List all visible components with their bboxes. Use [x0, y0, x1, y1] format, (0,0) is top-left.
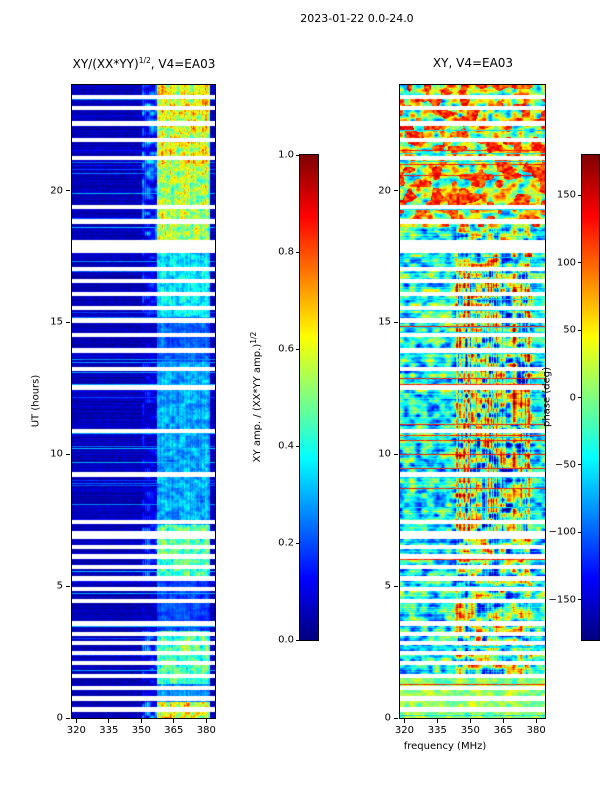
- phase-colorbar-tick-label: 50: [563, 324, 576, 336]
- amp-colorbar-tick-label: 0.8: [278, 246, 294, 258]
- y-tick-label: 20: [378, 185, 391, 196]
- phase-colorbar-tick-mark: [578, 262, 581, 264]
- x-tick-label: 380: [526, 725, 546, 736]
- phase-colorbar-tick-label: −100: [548, 526, 576, 538]
- y-tick-label: 0: [384, 712, 391, 724]
- amp-colorbar-tick-mark: [296, 639, 299, 641]
- y-tick-mark: [394, 321, 398, 323]
- left-heatmap-axes: [71, 84, 216, 719]
- x-tick-label: 320: [394, 725, 414, 736]
- x-tick-mark: [173, 719, 175, 723]
- phase-colorbar-tick-label: 100: [556, 257, 576, 269]
- phase-colorbar-tick-mark: [578, 194, 581, 196]
- right-heatmap-axes: [399, 84, 546, 719]
- y-tick-mark: [66, 585, 70, 587]
- x-tick-label: 365: [493, 725, 513, 736]
- x-tick-mark: [140, 719, 142, 723]
- y-tick-mark: [66, 321, 70, 323]
- amp-colorbar-label: XY amp. / (XX*YY amp.)1/2: [249, 332, 263, 463]
- x-tick-mark: [108, 719, 110, 723]
- x-tick-label: 350: [131, 725, 151, 736]
- x-axis-label: frequency (MHz): [403, 741, 487, 752]
- left-panel-title: XY/(XX*YY)1/2, V4=EA03: [73, 56, 216, 71]
- y-tick-label: 5: [56, 580, 63, 592]
- x-tick-label: 335: [99, 725, 119, 736]
- phase-colorbar-canvas: [582, 155, 599, 640]
- phase-colorbar-label: phase (deg): [541, 366, 553, 428]
- amp-colorbar-tick-mark: [296, 542, 299, 544]
- y-tick-label: 5: [384, 580, 391, 592]
- y-tick-label: 10: [378, 448, 391, 460]
- amp-colorbar-label-sup: 1/2: [248, 331, 258, 344]
- right-panel-title: XY, V4=EA03: [433, 56, 513, 70]
- x-tick-label: 380: [196, 725, 216, 736]
- x-tick-mark: [535, 719, 537, 723]
- y-tick-mark: [66, 453, 70, 455]
- y-tick-label: 20: [50, 185, 63, 196]
- y-tick-mark: [394, 453, 398, 455]
- right-panel-title-text: XY, V4=EA03: [432, 56, 514, 70]
- y-axis-label: UT (hours): [30, 374, 42, 428]
- y-tick-mark: [394, 717, 398, 719]
- amp-colorbar: [299, 154, 319, 641]
- left-heatmap-canvas: [72, 85, 215, 718]
- phase-colorbar-tick-mark: [578, 599, 581, 601]
- y-tick-label: 15: [50, 316, 63, 328]
- x-tick-mark: [75, 719, 77, 723]
- amp-colorbar-tick-mark: [296, 445, 299, 447]
- y-tick-label: 15: [378, 316, 391, 328]
- phase-colorbar-tick-label: 0: [569, 392, 576, 403]
- x-tick-mark: [403, 719, 405, 723]
- x-tick-label: 335: [427, 725, 447, 736]
- amp-colorbar-tick-label: 0.2: [278, 537, 294, 549]
- right-heatmap-canvas: [400, 85, 545, 718]
- figure-title: 2023-01-22 0.0-24.0: [300, 12, 414, 25]
- phase-colorbar-tick-mark: [578, 464, 581, 466]
- amp-colorbar-label-text: XY amp. / (XX*YY amp.): [252, 343, 264, 463]
- x-tick-mark: [205, 719, 207, 723]
- amp-colorbar-tick-label: 0.4: [278, 440, 294, 452]
- x-tick-label: 350: [460, 725, 480, 736]
- y-tick-mark: [66, 190, 70, 191]
- left-panel-title-text: XY/(XX*YY): [72, 57, 139, 71]
- y-tick-mark: [394, 190, 398, 191]
- phase-colorbar-tick-label: 150: [556, 189, 576, 201]
- y-tick-label: 10: [50, 448, 63, 460]
- amp-colorbar-tick-label: 1.0: [278, 149, 294, 161]
- amp-colorbar-tick-label: 0.0: [278, 634, 294, 646]
- phase-colorbar-tick-label: −150: [548, 594, 576, 606]
- phase-colorbar-tick-mark: [578, 329, 581, 331]
- amp-colorbar-tick-mark: [296, 154, 299, 156]
- amp-colorbar-tick-mark: [296, 251, 299, 253]
- phase-colorbar-tick-mark: [578, 531, 581, 533]
- y-tick-label: 0: [56, 712, 63, 724]
- phase-colorbar-tick-label: −50: [554, 459, 576, 471]
- x-tick-label: 320: [66, 725, 86, 736]
- amp-colorbar-tick-label: 0.6: [278, 343, 294, 355]
- x-tick-mark: [502, 719, 504, 723]
- y-tick-mark: [394, 585, 398, 587]
- left-panel-title-suffix: , V4=EA03: [150, 57, 216, 71]
- x-tick-mark: [436, 719, 438, 723]
- amp-colorbar-canvas: [300, 155, 318, 640]
- phase-colorbar-tick-mark: [578, 397, 581, 398]
- y-tick-mark: [66, 717, 70, 719]
- phase-colorbar: [581, 154, 600, 641]
- amp-colorbar-tick-mark: [296, 348, 299, 350]
- x-tick-mark: [469, 719, 471, 723]
- left-panel-title-sup: 1/2: [138, 56, 151, 65]
- x-tick-label: 365: [164, 725, 184, 736]
